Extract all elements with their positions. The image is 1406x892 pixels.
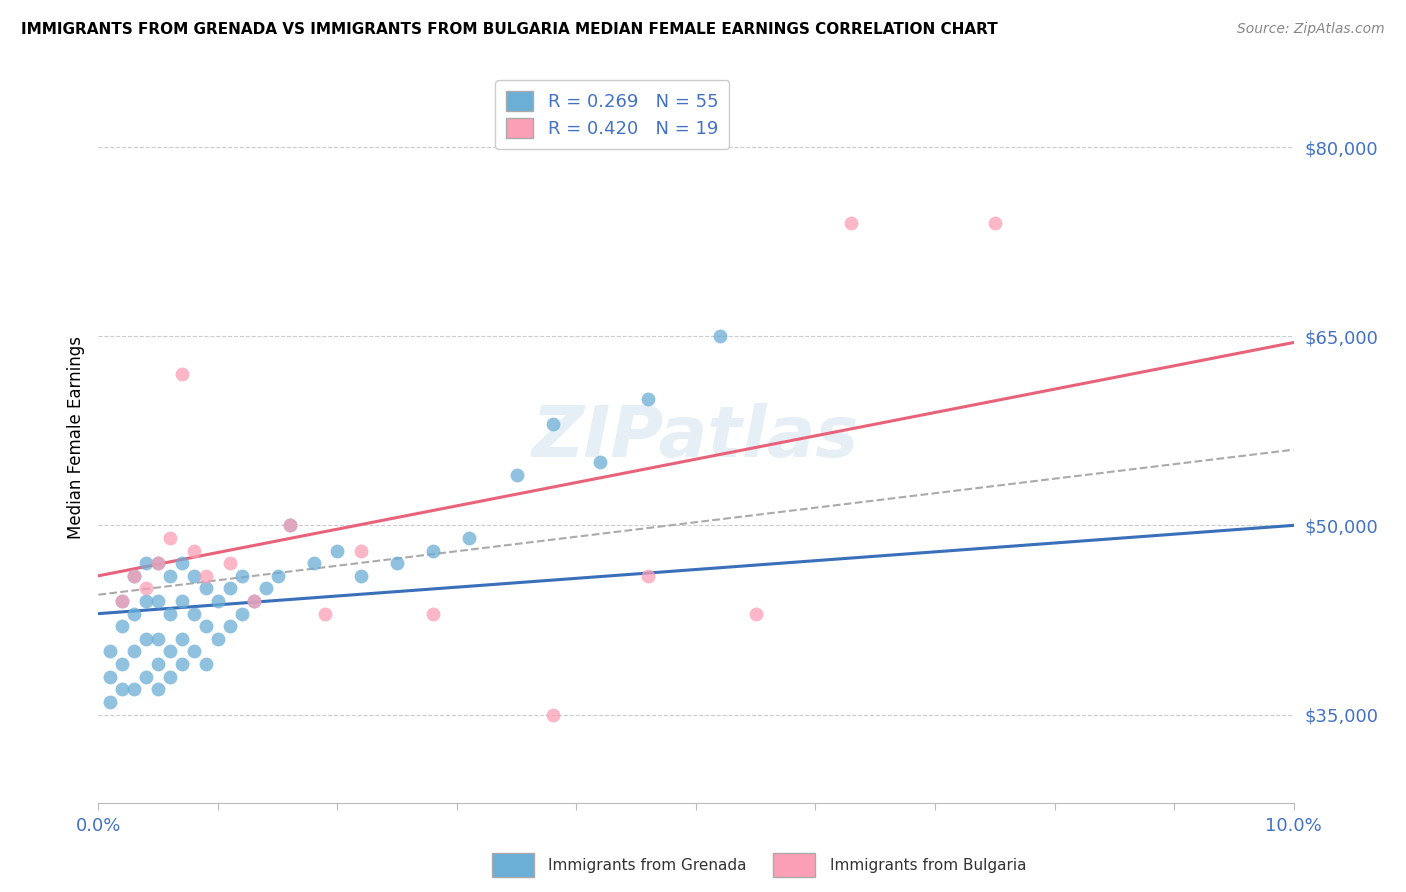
Legend: R = 0.269   N = 55, R = 0.420   N = 19: R = 0.269 N = 55, R = 0.420 N = 19 (495, 80, 730, 149)
Point (350, 543, 373, 558)
Point (135, 632, 157, 646)
Point (745, 607, 768, 621)
Point (135, 582, 157, 596)
Point (111, 594, 134, 608)
Point (219, 619, 242, 633)
Point (148, 594, 170, 608)
Point (148, 632, 170, 646)
Point (148, 556, 170, 570)
Point (219, 582, 242, 596)
Point (195, 569, 218, 583)
Point (243, 594, 266, 608)
Point (111, 682, 134, 697)
FancyBboxPatch shape (773, 853, 815, 878)
Y-axis label: Median Female Earnings: Median Female Earnings (66, 335, 84, 539)
Point (148, 682, 170, 697)
Point (98, 695, 122, 709)
Point (541, 707, 564, 722)
Point (506, 467, 529, 482)
Text: Source: ZipAtlas.com: Source: ZipAtlas.com (1237, 22, 1385, 37)
Text: Immigrants from Bulgaria: Immigrants from Bulgaria (830, 857, 1026, 872)
FancyBboxPatch shape (492, 853, 534, 878)
Point (183, 607, 205, 621)
Point (159, 607, 181, 621)
Point (637, 392, 659, 407)
Point (278, 518, 301, 533)
Point (207, 594, 229, 608)
Point (111, 619, 134, 633)
Point (124, 682, 146, 697)
Point (637, 569, 659, 583)
Point (243, 594, 266, 608)
Point (195, 582, 218, 596)
Point (315, 607, 337, 621)
Text: ZIPatlas: ZIPatlas (533, 402, 859, 472)
Point (135, 594, 157, 608)
Point (709, 329, 731, 343)
Point (589, 455, 612, 469)
Point (278, 518, 301, 533)
Point (267, 569, 290, 583)
Point (385, 556, 409, 570)
Point (183, 543, 205, 558)
Point (111, 657, 134, 671)
Point (124, 569, 146, 583)
Point (183, 644, 205, 658)
Point (159, 569, 181, 583)
Point (124, 569, 146, 583)
Point (135, 670, 157, 684)
Text: Immigrants from Grenada: Immigrants from Grenada (548, 857, 747, 872)
Point (172, 594, 194, 608)
Point (422, 607, 444, 621)
Point (219, 556, 242, 570)
Point (458, 531, 481, 545)
Point (159, 670, 181, 684)
Point (984, 216, 1007, 230)
Point (254, 582, 277, 596)
Point (124, 607, 146, 621)
Point (98, 670, 122, 684)
Point (172, 657, 194, 671)
Point (841, 216, 863, 230)
Point (326, 543, 349, 558)
Point (422, 543, 444, 558)
Point (135, 556, 157, 570)
Point (148, 556, 170, 570)
Point (541, 417, 564, 432)
Point (124, 644, 146, 658)
Point (207, 632, 229, 646)
Point (111, 594, 134, 608)
Point (195, 657, 218, 671)
Point (172, 632, 194, 646)
Point (159, 644, 181, 658)
Text: IMMIGRANTS FROM GRENADA VS IMMIGRANTS FROM BULGARIA MEDIAN FEMALE EARNINGS CORRE: IMMIGRANTS FROM GRENADA VS IMMIGRANTS FR… (21, 22, 998, 37)
Point (172, 367, 194, 381)
Point (350, 569, 373, 583)
Point (231, 569, 253, 583)
Point (183, 569, 205, 583)
Point (159, 531, 181, 545)
Point (98, 644, 122, 658)
Point (302, 556, 325, 570)
Point (195, 619, 218, 633)
Point (231, 607, 253, 621)
Point (172, 556, 194, 570)
Point (148, 657, 170, 671)
